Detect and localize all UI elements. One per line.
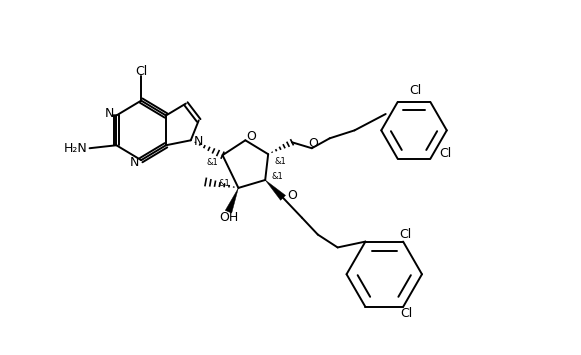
Text: &1: &1	[274, 157, 286, 166]
Text: &1: &1	[207, 158, 218, 166]
Text: N: N	[193, 135, 203, 148]
Text: OH: OH	[219, 211, 238, 224]
Text: O: O	[308, 137, 318, 150]
Text: Cl: Cl	[399, 228, 411, 241]
Text: Cl: Cl	[400, 307, 412, 320]
Text: N: N	[130, 155, 139, 169]
Text: Cl: Cl	[135, 65, 148, 78]
Text: &1: &1	[218, 179, 231, 189]
Text: H₂N: H₂N	[64, 142, 88, 155]
Text: &1: &1	[271, 171, 283, 180]
Polygon shape	[225, 188, 238, 213]
Text: Cl: Cl	[409, 84, 421, 97]
Text: N: N	[105, 107, 114, 120]
Text: O: O	[246, 130, 256, 143]
Text: Cl: Cl	[439, 147, 451, 160]
Text: O: O	[287, 189, 297, 202]
Polygon shape	[265, 180, 285, 200]
